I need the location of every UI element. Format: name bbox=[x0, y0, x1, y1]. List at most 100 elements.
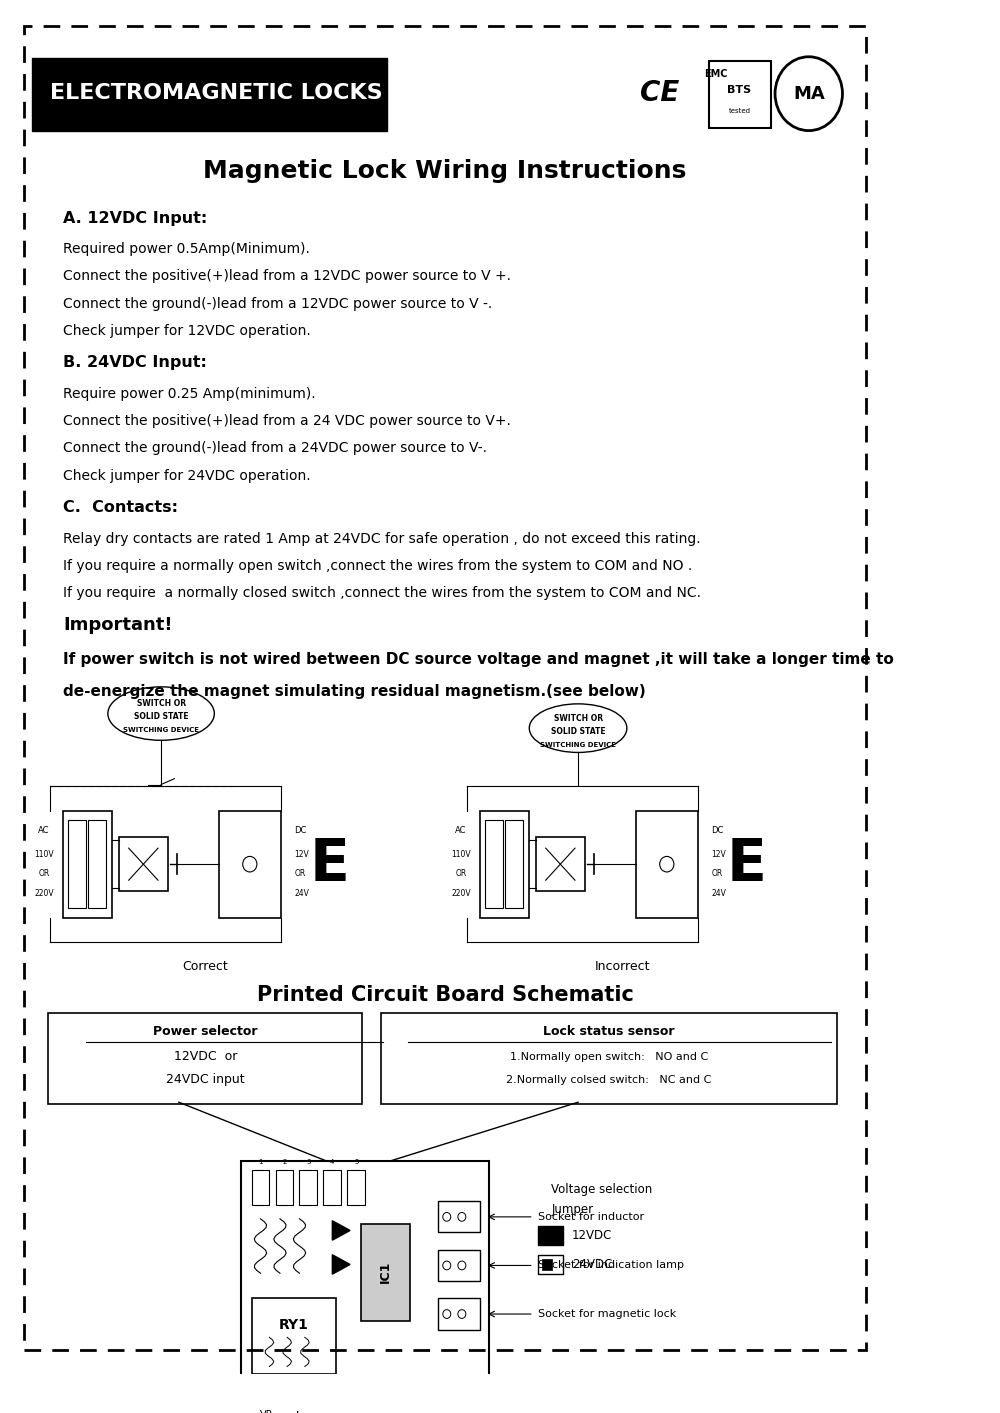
Text: 2: 2 bbox=[282, 1160, 287, 1166]
Text: +: + bbox=[293, 1410, 302, 1413]
Bar bbox=[538, 1225, 563, 1245]
Text: Socket for inductor: Socket for inductor bbox=[538, 1212, 644, 1222]
Text: OR: OR bbox=[455, 869, 467, 879]
Text: IC1: IC1 bbox=[379, 1260, 392, 1283]
Bar bbox=[485, 821, 503, 909]
Bar bbox=[252, 1402, 309, 1413]
Bar bbox=[438, 1201, 480, 1232]
Bar bbox=[538, 1255, 563, 1275]
Text: AC: AC bbox=[38, 825, 50, 835]
Text: 110V: 110V bbox=[451, 851, 471, 859]
FancyBboxPatch shape bbox=[48, 1013, 362, 1104]
Text: 12VDC  or: 12VDC or bbox=[174, 1050, 237, 1063]
Text: Printed Circuit Board Schematic: Printed Circuit Board Schematic bbox=[257, 985, 633, 1005]
Bar bbox=[636, 811, 698, 917]
Text: RY1: RY1 bbox=[279, 1318, 309, 1332]
Text: If power switch is not wired between DC source voltage and magnet ,it will take : If power switch is not wired between DC … bbox=[63, 651, 894, 667]
Bar bbox=[505, 821, 523, 909]
Polygon shape bbox=[332, 1255, 350, 1275]
Text: Correct: Correct bbox=[183, 959, 228, 972]
Text: Check jumper for 12VDC operation.: Check jumper for 12VDC operation. bbox=[63, 324, 311, 338]
Text: 4: 4 bbox=[330, 1160, 335, 1166]
Bar bbox=[219, 811, 281, 917]
Text: EMC: EMC bbox=[704, 69, 727, 79]
Text: SWITCHING DEVICE: SWITCHING DEVICE bbox=[540, 742, 616, 747]
Bar bbox=[299, 1170, 317, 1205]
Text: de-energize the magnet simulating residual magnetism.(see below): de-energize the magnet simulating residu… bbox=[63, 684, 646, 699]
Text: ELECTROMAGNETIC LOCKS: ELECTROMAGNETIC LOCKS bbox=[50, 83, 383, 103]
Text: Connect the ground(-)lead from a 12VDC power source to V -.: Connect the ground(-)lead from a 12VDC p… bbox=[63, 297, 493, 311]
Bar bbox=[119, 838, 168, 890]
Text: Connect the positive(+)lead from a 24 VDC power source to V+.: Connect the positive(+)lead from a 24 VD… bbox=[63, 414, 511, 428]
Text: Require power 0.25 Amp(minimum).: Require power 0.25 Amp(minimum). bbox=[63, 387, 316, 401]
FancyBboxPatch shape bbox=[32, 58, 387, 130]
Bar bbox=[252, 1170, 269, 1205]
Bar bbox=[542, 1259, 552, 1270]
Text: E: E bbox=[727, 835, 767, 893]
Text: 24V: 24V bbox=[711, 889, 726, 897]
Text: Jumper: Jumper bbox=[551, 1202, 594, 1215]
Text: Lock status sensor: Lock status sensor bbox=[543, 1024, 675, 1037]
Text: DC: DC bbox=[711, 825, 724, 835]
Text: CE: CE bbox=[640, 79, 680, 107]
Text: 220V: 220V bbox=[451, 889, 471, 897]
Text: OR: OR bbox=[294, 869, 305, 879]
Text: SOLID STATE: SOLID STATE bbox=[134, 712, 188, 721]
Text: AC: AC bbox=[455, 825, 467, 835]
Text: SWITCH OR: SWITCH OR bbox=[554, 714, 603, 723]
Text: SWITCH OR: SWITCH OR bbox=[137, 699, 186, 708]
Text: tested: tested bbox=[729, 109, 751, 114]
Text: 12V: 12V bbox=[711, 851, 726, 859]
Text: 5: 5 bbox=[354, 1160, 358, 1166]
Text: 24VDC input: 24VDC input bbox=[166, 1074, 245, 1087]
Text: Connect the ground(-)lead from a 24VDC power source to V-.: Connect the ground(-)lead from a 24VDC p… bbox=[63, 441, 487, 455]
Bar bbox=[68, 821, 86, 909]
Text: 24V: 24V bbox=[294, 889, 309, 897]
Text: E: E bbox=[310, 835, 350, 893]
Text: 2.Normally colsed switch:   NC and C: 2.Normally colsed switch: NC and C bbox=[506, 1075, 712, 1085]
Bar bbox=[241, 1160, 489, 1413]
Bar bbox=[438, 1299, 480, 1330]
Text: SWITCHING DEVICE: SWITCHING DEVICE bbox=[123, 728, 199, 733]
Text: C.  Contacts:: C. Contacts: bbox=[63, 500, 178, 516]
FancyBboxPatch shape bbox=[381, 1013, 837, 1104]
Text: Socket for indication lamp: Socket for indication lamp bbox=[538, 1260, 684, 1270]
Text: BTS: BTS bbox=[727, 85, 752, 95]
Text: Power selector: Power selector bbox=[153, 1024, 258, 1037]
Text: OR: OR bbox=[38, 869, 50, 879]
Polygon shape bbox=[332, 1221, 350, 1241]
Text: If you require  a normally closed switch ,connect the wires from the system to C: If you require a normally closed switch … bbox=[63, 586, 701, 601]
Text: VR: VR bbox=[260, 1410, 273, 1413]
Bar bbox=[536, 838, 585, 890]
Text: Magnetic Lock Wiring Instructions: Magnetic Lock Wiring Instructions bbox=[203, 160, 687, 184]
Bar bbox=[361, 1224, 410, 1321]
Text: 24VDC: 24VDC bbox=[572, 1258, 612, 1270]
Text: 1.Normally open switch:   NO and C: 1.Normally open switch: NO and C bbox=[510, 1051, 708, 1061]
Bar bbox=[323, 1170, 341, 1205]
Bar bbox=[252, 1299, 336, 1375]
Text: Relay dry contacts are rated 1 Amp at 24VDC for safe operation , do not exceed t: Relay dry contacts are rated 1 Amp at 24… bbox=[63, 531, 701, 545]
Bar bbox=[276, 1170, 293, 1205]
Bar bbox=[438, 1251, 480, 1282]
Text: 3: 3 bbox=[306, 1160, 311, 1166]
Text: OR: OR bbox=[711, 869, 722, 879]
Text: Required power 0.5Amp(Minimum).: Required power 0.5Amp(Minimum). bbox=[63, 242, 310, 256]
Text: Connect the positive(+)lead from a 12VDC power source to V +.: Connect the positive(+)lead from a 12VDC… bbox=[63, 270, 511, 284]
Text: 220V: 220V bbox=[34, 889, 54, 897]
Bar bbox=[347, 1170, 365, 1205]
Text: B. 24VDC Input:: B. 24VDC Input: bbox=[63, 355, 207, 370]
Text: A. 12VDC Input:: A. 12VDC Input: bbox=[63, 211, 208, 226]
FancyBboxPatch shape bbox=[709, 61, 771, 127]
Text: Socket for magnetic lock: Socket for magnetic lock bbox=[538, 1308, 676, 1318]
Text: Incorrect: Incorrect bbox=[595, 959, 650, 972]
Text: Important!: Important! bbox=[63, 616, 173, 634]
Text: Voltage selection: Voltage selection bbox=[551, 1183, 653, 1197]
Bar bbox=[88, 821, 106, 909]
Text: SOLID STATE: SOLID STATE bbox=[551, 726, 605, 736]
Text: 1: 1 bbox=[258, 1160, 263, 1166]
Text: Check jumper for 24VDC operation.: Check jumper for 24VDC operation. bbox=[63, 469, 311, 482]
Bar bbox=[63, 811, 112, 917]
Text: DC: DC bbox=[294, 825, 307, 835]
Text: 12V: 12V bbox=[294, 851, 309, 859]
Text: If you require a normally open switch ,connect the wires from the system to COM : If you require a normally open switch ,c… bbox=[63, 560, 693, 572]
